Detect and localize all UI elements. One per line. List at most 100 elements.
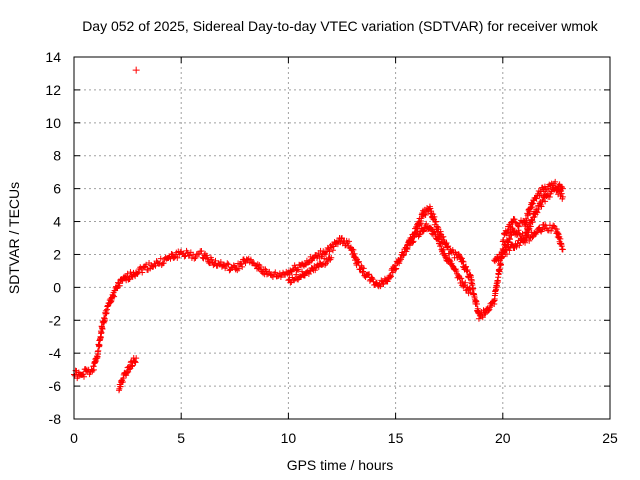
data-point (167, 255, 174, 262)
data-point (127, 269, 134, 276)
data-point (128, 363, 135, 370)
data-point (235, 265, 242, 272)
outlier-point (132, 66, 140, 74)
data-point (458, 255, 465, 262)
data-point (360, 265, 367, 272)
data-point (459, 278, 466, 285)
data-point (152, 262, 159, 269)
data-point (529, 234, 536, 241)
data-point (460, 283, 467, 290)
data-point (366, 271, 373, 278)
y-tick-label: 14 (45, 49, 61, 65)
data-point (414, 228, 421, 235)
data-point (238, 261, 245, 268)
data-point (437, 228, 444, 235)
data-point (523, 217, 530, 224)
data-point (230, 262, 237, 269)
data-point (413, 225, 420, 232)
data-point (397, 256, 404, 263)
data-point (212, 257, 219, 264)
data-point (369, 276, 376, 283)
y-tick-label: 2 (53, 246, 61, 262)
data-point (242, 259, 249, 266)
data-point (410, 238, 417, 245)
axis-ticks: 0 5 10 15 20 25 -8 -6 -4 -2 0 2 4 6 8 10 12 14 (45, 49, 618, 446)
data-point (400, 251, 407, 258)
data-point (125, 276, 132, 283)
data-point (453, 268, 460, 275)
data-point (328, 254, 335, 261)
data-point (133, 355, 140, 362)
data-point (481, 311, 488, 318)
data-point (559, 185, 566, 192)
data-point (440, 233, 447, 240)
data-point (456, 251, 463, 258)
data-point (539, 226, 546, 233)
data-point (432, 231, 439, 238)
plot-border (73, 56, 611, 420)
data-point (496, 257, 503, 264)
y-tick-label: 8 (53, 148, 61, 164)
data-point (168, 251, 175, 258)
x-tick-label: 5 (177, 430, 185, 446)
data-point (80, 371, 87, 378)
data-point (488, 302, 495, 309)
data-point (160, 260, 167, 267)
data-point (460, 258, 467, 265)
data-point (198, 247, 205, 254)
data-point (192, 254, 199, 261)
data-point (90, 366, 97, 373)
x-tick-label: 0 (70, 430, 78, 446)
data-point (111, 293, 118, 300)
data-point (98, 329, 105, 336)
data-point (440, 246, 447, 253)
data-point (503, 251, 510, 258)
y-tick-label: -4 (49, 345, 62, 361)
data-point (444, 243, 451, 250)
data-point (420, 227, 427, 234)
data-point (352, 255, 359, 262)
data-point (370, 278, 377, 285)
data-point (117, 383, 124, 390)
data-point (455, 251, 462, 258)
data-point (203, 252, 210, 259)
y-tick-label: 12 (45, 82, 61, 98)
data-point (506, 236, 513, 243)
data-point (485, 307, 492, 314)
data-point (434, 235, 441, 242)
data-point (537, 201, 544, 208)
data-point (422, 211, 429, 218)
data-point (191, 255, 198, 262)
data-point (464, 266, 471, 273)
data-point (190, 251, 197, 258)
data-point (526, 237, 533, 244)
data-point (527, 223, 534, 230)
chart-title: Day 052 of 2025, Sidereal Day-to-day VTE… (82, 18, 599, 34)
data-point (463, 263, 470, 270)
data-point (322, 251, 329, 258)
data-point (329, 247, 336, 254)
data-point (519, 230, 526, 237)
data-point (443, 239, 450, 246)
data-point (559, 246, 566, 253)
data-point (444, 244, 451, 251)
data-point (351, 250, 358, 257)
data-point (81, 373, 88, 380)
data-point (449, 263, 456, 270)
data-point (247, 256, 254, 263)
data-point (416, 231, 423, 238)
x-tick-label: 10 (281, 430, 297, 446)
y-tick-label: 6 (53, 181, 61, 197)
y-tick-label: 10 (45, 115, 61, 131)
data-point (507, 223, 514, 230)
data-point (435, 235, 442, 242)
data-point (506, 235, 513, 242)
data-point (369, 274, 376, 281)
x-tick-label: 20 (495, 430, 511, 446)
data-point (420, 228, 427, 235)
data-point (504, 228, 511, 235)
data-point (185, 252, 192, 259)
data-point (446, 256, 453, 263)
data-point (389, 269, 396, 276)
data-point (548, 227, 555, 234)
